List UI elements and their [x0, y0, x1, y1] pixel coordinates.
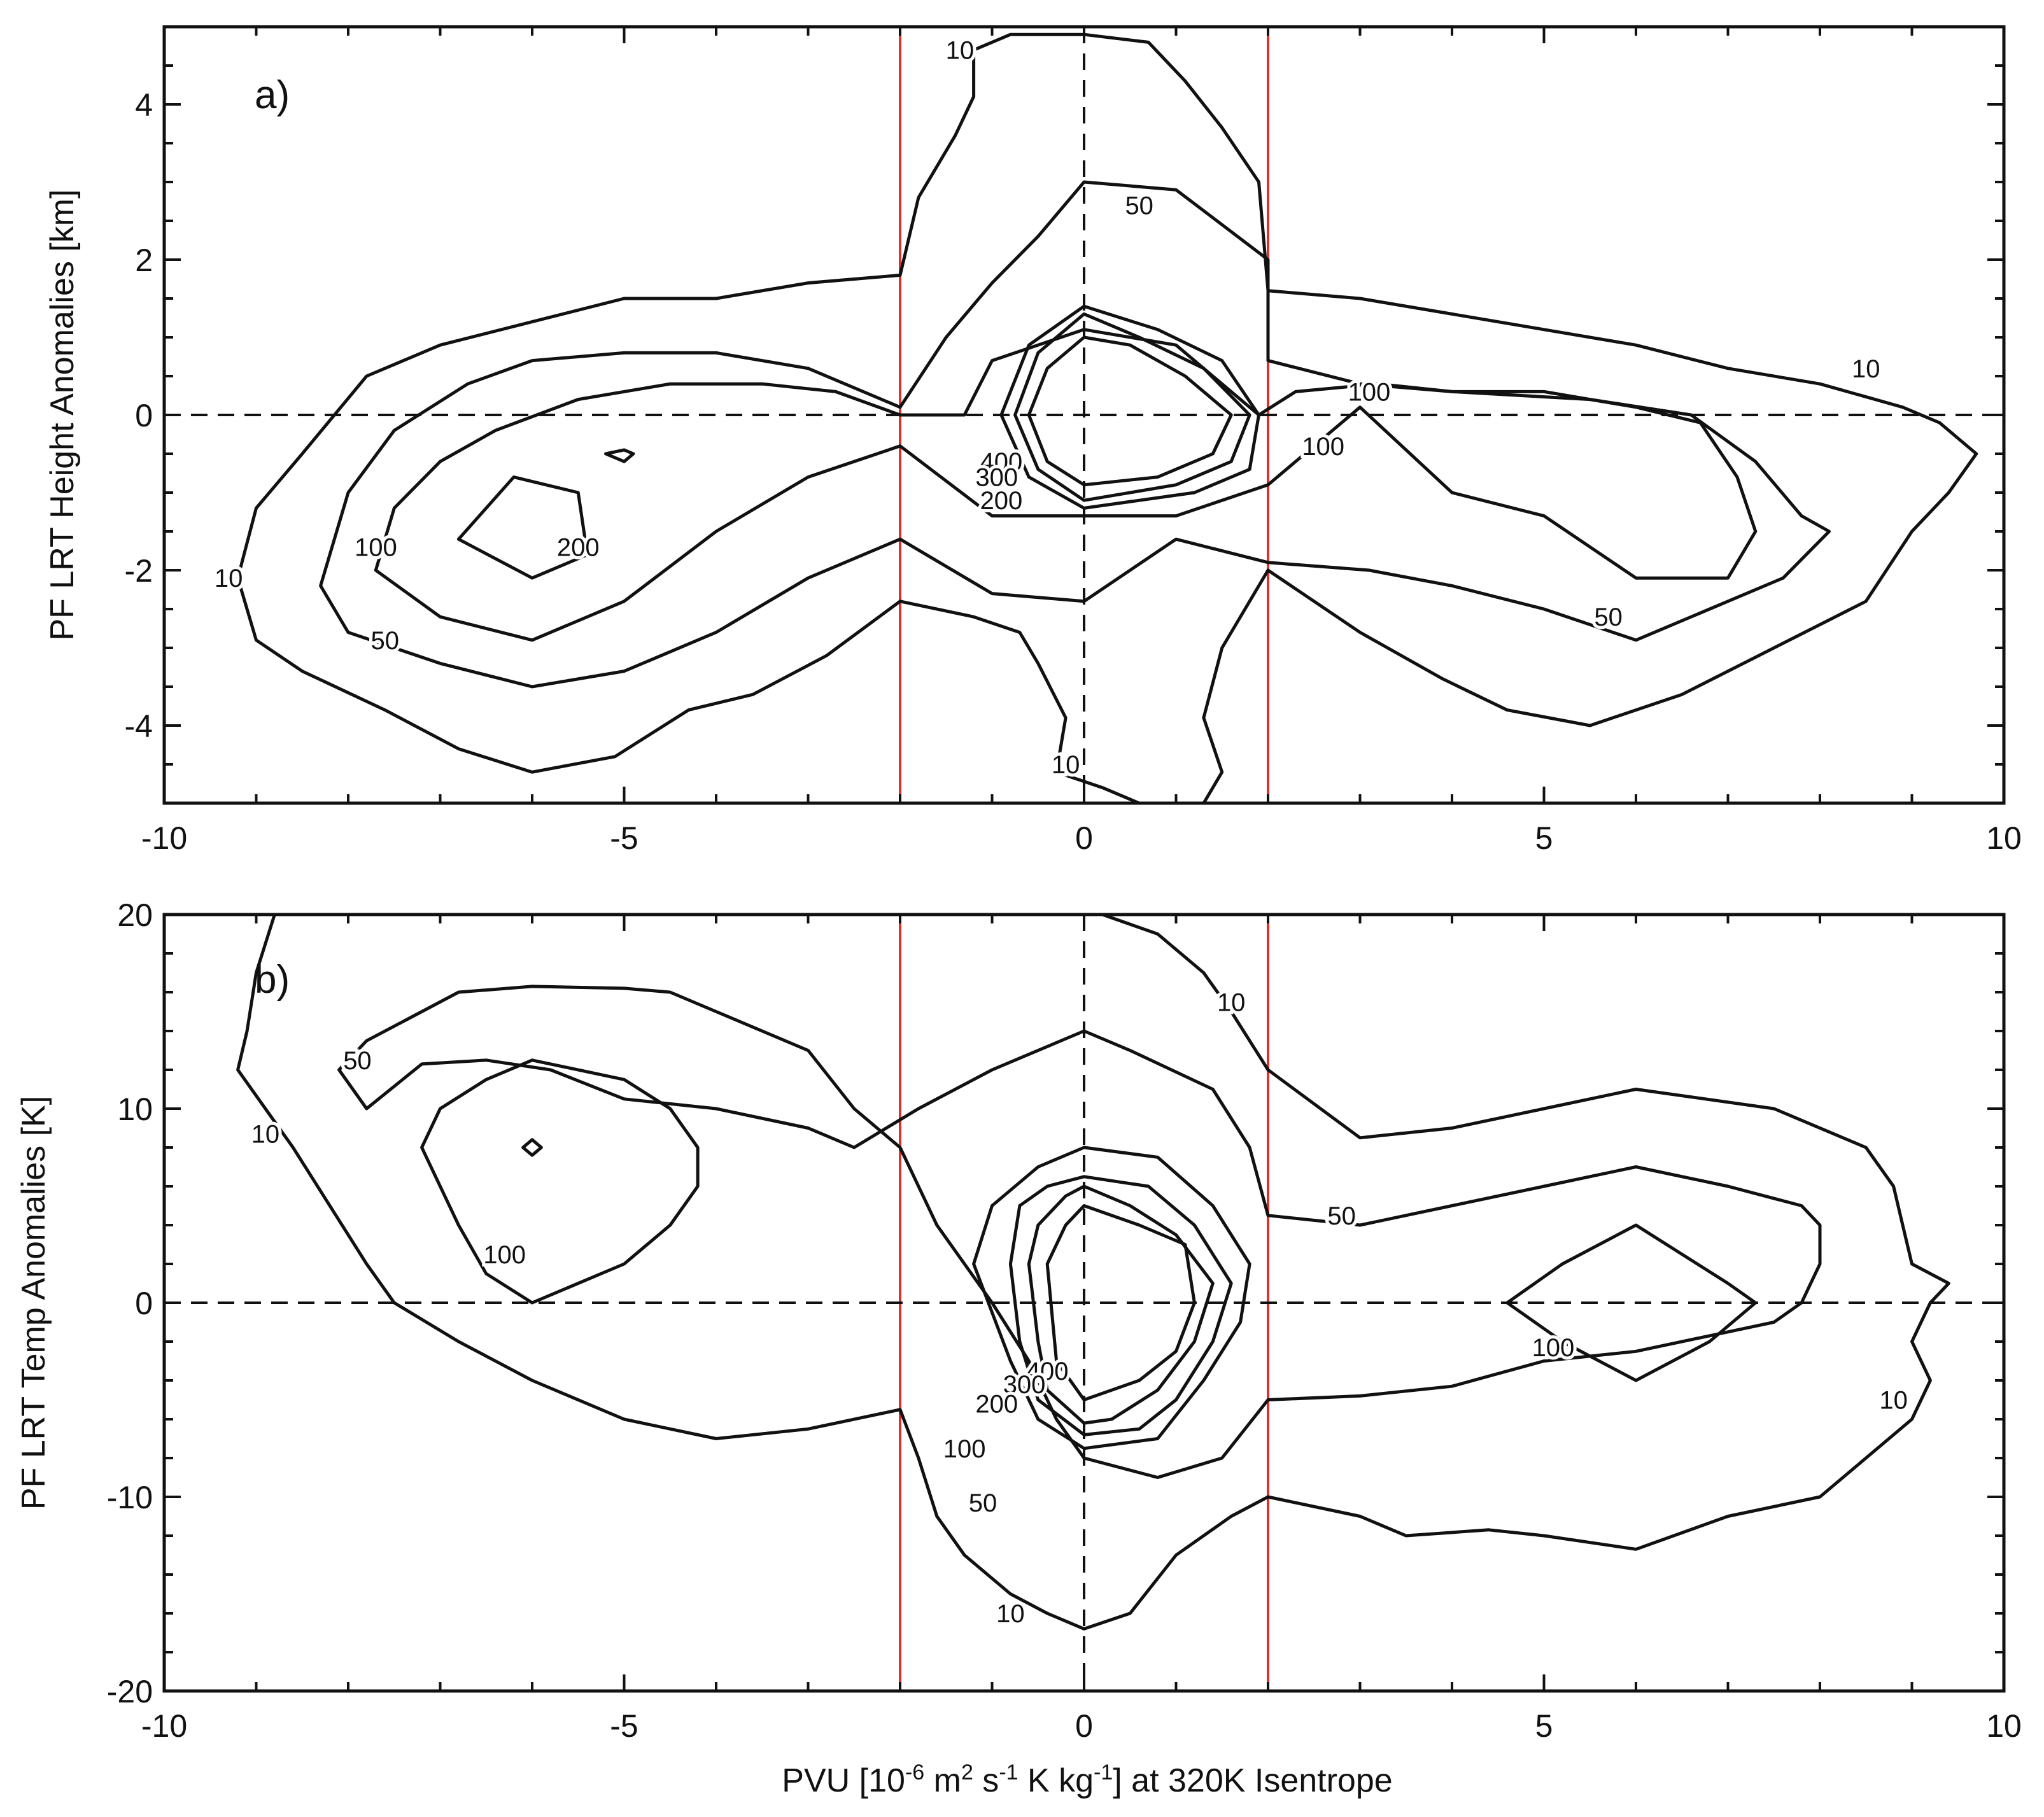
panel-b-x-tick-label-3: 5 — [1535, 1708, 1553, 1744]
panel-b-contour-100-2 — [420, 1058, 700, 1305]
panel-a-contour-label-1: 10 — [946, 37, 975, 65]
panel-a-label: a) — [255, 73, 290, 117]
panel-b-contour-label-4: 50 — [343, 1047, 372, 1075]
panel-b-contour-300-6 — [1027, 1184, 1215, 1425]
panel-b-contour-10-0 — [236, 913, 1950, 1631]
panel-b-y-axis-title: PF LRT Temp Anomalies [K] — [15, 1096, 52, 1510]
panel-b-contour-label-12: 200 — [975, 1391, 1018, 1419]
panel-a-x-tick-label-4: 10 — [1986, 820, 2022, 856]
panel-a-contour-200-3 — [456, 475, 589, 580]
panel-a-contour-label-4: 50 — [371, 627, 400, 655]
panel-b-contour-400-7 — [1045, 1204, 1196, 1401]
panel-a-contour-label-6: 50 — [1594, 603, 1623, 631]
panel-b-contour-label-11: 300 — [1003, 1371, 1046, 1399]
panel-b-contour-label-2: 10 — [1879, 1387, 1908, 1415]
panel-b-contour-100-3 — [972, 1146, 1251, 1450]
panel-a-x-tick-label-0: -10 — [141, 820, 187, 856]
panel-a-contour-50-1 — [319, 180, 1831, 689]
panel-b-y-tick-label-4: 20 — [117, 897, 153, 933]
panel-a-contour-label-3: 10 — [1852, 355, 1880, 383]
panel-b-contour-100-4 — [1505, 1223, 1758, 1382]
panel-a-contour-label-12: 300 — [975, 464, 1018, 492]
panel-a-contour-label-8: 100 — [1348, 378, 1391, 406]
panel-a-tick-labels: -10 -5 0 5 10 -4 -2 0 2 4 — [125, 87, 2022, 856]
panel-b-contour-label-10: 400 — [1026, 1357, 1069, 1386]
panel-b-contour-label-3: 10 — [996, 1600, 1025, 1628]
panel-b-y-tick-label-0: -20 — [107, 1674, 153, 1709]
panel-b-contour-label-6: 50 — [969, 1489, 997, 1517]
panel-a-contour-400-7 — [1027, 335, 1233, 487]
panel-a-x-tick-label-2: 0 — [1075, 820, 1093, 856]
panel-a-contour-label-9: 100 — [1302, 433, 1344, 461]
panel-a-y-tick-label-0: -4 — [125, 708, 153, 744]
panel-b-contour-50-1 — [337, 985, 1822, 1479]
panel-b-plot-frame — [162, 913, 2006, 1693]
panel-b-y-tick-label-1: -10 — [107, 1480, 153, 1515]
panel-a-contour-label-5: 50 — [1125, 192, 1153, 220]
panel-a-zero-lines — [164, 27, 2004, 803]
panel-b-y-tick-label-3: 10 — [117, 1091, 153, 1127]
panel-a-y-tick-label-1: -2 — [125, 553, 153, 589]
panel-b-label: b) — [255, 958, 290, 1002]
panel-a-contour-300-6 — [1013, 312, 1251, 502]
panel-a-x-tick-label-1: -5 — [610, 820, 638, 856]
panel-b-contour-label-0: 10 — [251, 1121, 280, 1149]
panel-a-y-tick-label-3: 2 — [135, 242, 153, 278]
panel-b-x-tick-label-4: 10 — [1986, 1708, 2022, 1744]
panel-a-contour-200-5 — [999, 304, 1260, 510]
panel-b-zero-lines — [164, 915, 2004, 1691]
panel-a-plot-frame — [162, 25, 2006, 805]
panel-a-y-tick-label-4: 4 — [135, 87, 153, 123]
panel-b-contour-label-8: 100 — [1532, 1334, 1575, 1362]
panel-b-x-tick-label-0: -10 — [141, 1708, 187, 1744]
panel-b-contour-400-8 — [521, 1138, 543, 1157]
panel-a-contour-label-11: 400 — [980, 448, 1023, 476]
panel-b-x-tick-label-2: 0 — [1075, 1708, 1093, 1744]
panel-a-x-tick-label-3: 5 — [1535, 820, 1553, 856]
panel-b-x-tick-label-1: -5 — [610, 1708, 638, 1744]
panel-b-contour-label-1: 10 — [1217, 988, 1246, 1016]
panel-a-y-tick-label-2: 0 — [135, 398, 153, 433]
panel-b-contour-label-7: 100 — [483, 1241, 526, 1269]
panel-a-contour-label-7: 100 — [355, 533, 397, 561]
panel-a-contour-10-0 — [236, 32, 1978, 805]
panel-a-contour-label-10: 200 — [557, 533, 600, 561]
panel-a-contour-label-2: 10 — [1052, 751, 1080, 779]
panel-a-contour-100-2 — [374, 328, 1758, 642]
panel-b-contour-label-9: 100 — [943, 1435, 986, 1463]
x-axis-title: PVU [10-6 m2 s-1 K kg-1] at 320K Isentro… — [782, 1760, 1392, 1799]
panel-b-contour-200-5 — [1008, 1175, 1233, 1436]
panel-a-contour-label-13: 200 — [980, 487, 1023, 515]
panel-b-contour-label-5: 50 — [1327, 1202, 1356, 1230]
panel-a-contour-label-0: 10 — [215, 565, 243, 593]
panel-b-y-tick-label-2: 0 — [135, 1286, 153, 1321]
panel-a-contour-200-4 — [604, 448, 635, 463]
panel-a-y-axis-title: PF LRT Height Anomalies [km] — [44, 189, 81, 640]
